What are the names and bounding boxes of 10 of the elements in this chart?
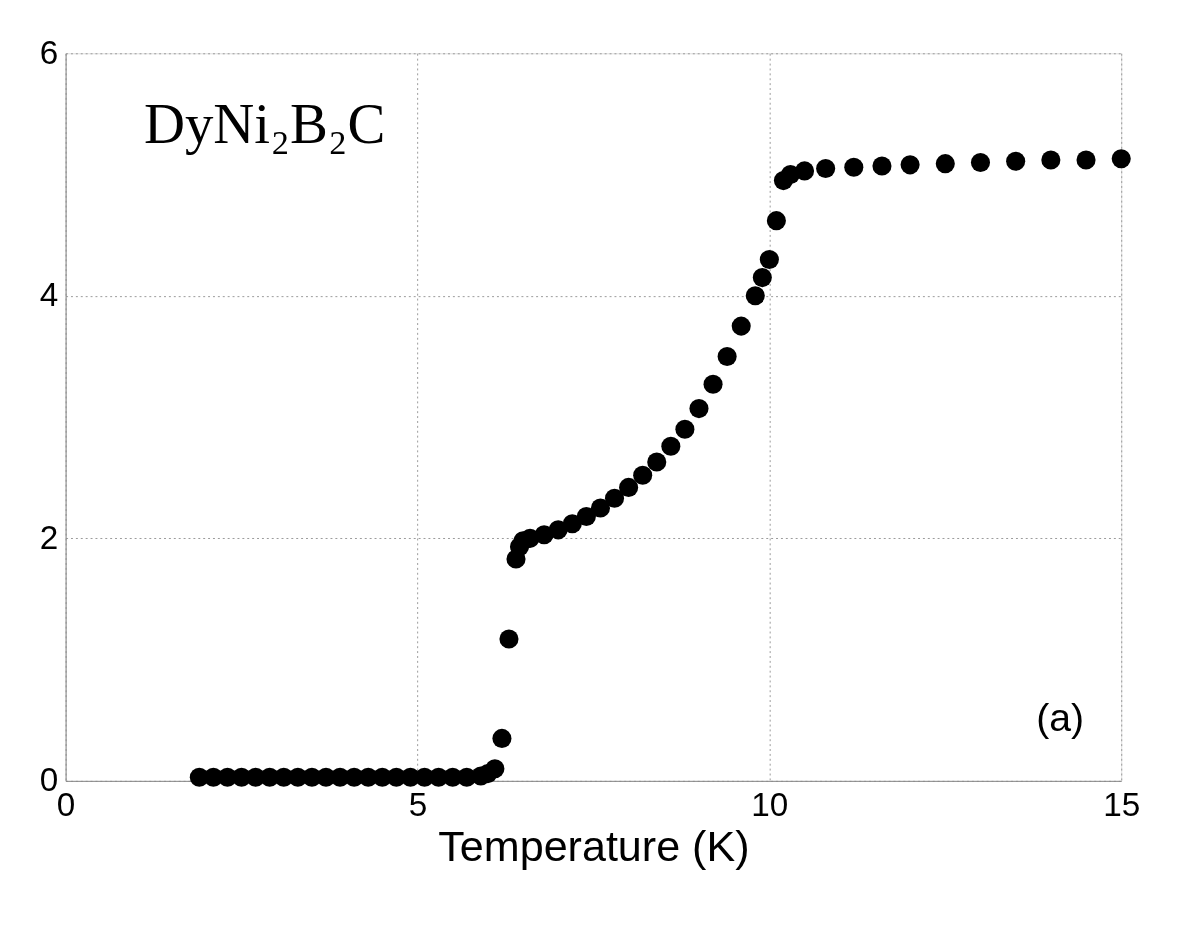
y-tick-label: 6 <box>39 33 59 71</box>
x-tick-label: 5 <box>408 785 428 823</box>
x-axis-title: Temperature (K) <box>438 821 750 870</box>
x-tick-label: 15 <box>1103 785 1141 823</box>
annotation: DyNi₂B₂C <box>143 92 386 156</box>
y-tick-label: 4 <box>39 276 59 314</box>
y-tick-label: 2 <box>39 518 59 556</box>
x-tick-label: 10 <box>751 785 789 823</box>
annotation: (a) <box>1036 695 1085 739</box>
y-tick-label: 0 <box>39 761 59 799</box>
